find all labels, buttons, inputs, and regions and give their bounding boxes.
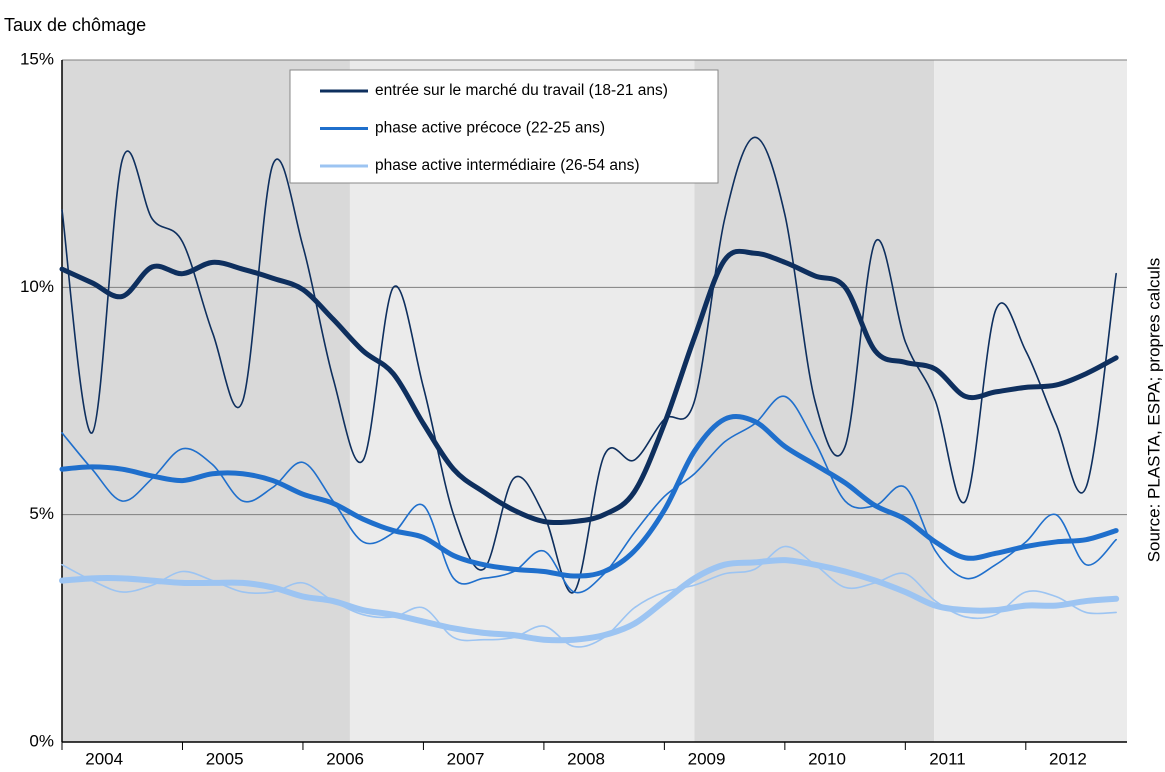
legend-box xyxy=(289,69,719,184)
x-tick-label: 2012 xyxy=(1049,749,1087,768)
raw-line xyxy=(61,545,1117,648)
shaded-period xyxy=(934,60,1127,742)
plot: 0% 5% 10% 15% 2004 2005 2006 2007 2008 2009 2010 20… xyxy=(20,49,1127,768)
raw-line xyxy=(61,395,1117,594)
y-tick-label: 5% xyxy=(29,504,54,523)
x-tick-label: 2004 xyxy=(85,749,123,768)
x-tick-label: 2008 xyxy=(567,749,605,768)
legend: entrée sur le marché du travail (18-21 a… xyxy=(289,69,719,184)
smoothed-line xyxy=(59,414,1119,579)
x-tick-label: 2009 xyxy=(688,749,726,768)
legend-label: entrée sur le marché du travail (18-21 a… xyxy=(375,82,668,99)
x-tick-label: 2006 xyxy=(326,749,364,768)
legend-label: phase active précoce (22-25 ans) xyxy=(375,120,605,137)
raw-line xyxy=(61,136,1117,594)
x-tick-label: 2005 xyxy=(206,749,244,768)
y-tick-label: 0% xyxy=(29,731,54,750)
legend-label: phase active intermédiaire (26-54 ans) xyxy=(375,157,640,174)
x-tick-label: 2010 xyxy=(808,749,846,768)
smoothed-line xyxy=(59,557,1120,644)
x-tick-label: 2011 xyxy=(929,749,966,768)
smoothed-line xyxy=(59,248,1119,526)
source-note: Source: PLASTA, ESPA; propres calculs xyxy=(1144,258,1163,563)
y-tick-label: 15% xyxy=(20,49,54,68)
chart-title: Taux de chômage xyxy=(4,15,146,35)
y-tick-label: 10% xyxy=(20,277,54,296)
x-tick-label: 2007 xyxy=(447,749,485,768)
